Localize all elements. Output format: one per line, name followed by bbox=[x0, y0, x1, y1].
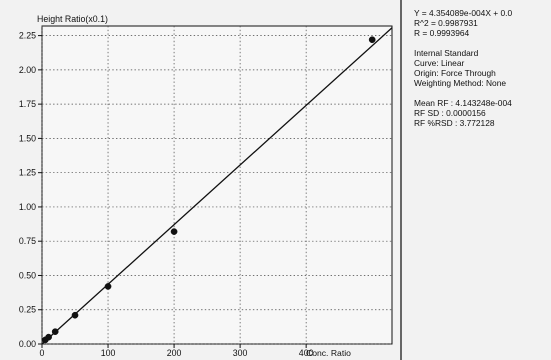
x-tick-label: 400 bbox=[299, 348, 314, 358]
y-tick-label: 2.25 bbox=[19, 31, 36, 41]
data-point bbox=[45, 333, 52, 341]
y-tick-label: 1.50 bbox=[19, 133, 36, 143]
data-point bbox=[368, 36, 376, 44]
y-tick-label: 2.00 bbox=[19, 65, 36, 75]
y-tick-label: 0.25 bbox=[19, 305, 36, 315]
curve-text: Curve: Linear bbox=[414, 58, 465, 68]
y-tick-label: 0.00 bbox=[19, 339, 36, 349]
x-tick-label: 200 bbox=[167, 348, 182, 358]
y-axis-label: Height Ratio(x0.1) bbox=[37, 14, 108, 24]
origin-text: Origin: Force Through bbox=[414, 68, 496, 78]
x-tick-label: 300 bbox=[233, 348, 248, 358]
mean-rf-text: Mean RF : 4.143248e-004 bbox=[414, 98, 512, 108]
data-point bbox=[71, 311, 79, 319]
y-tick-label: 1.25 bbox=[19, 168, 36, 178]
x-tick-label: 0 bbox=[40, 348, 45, 358]
rf-sd-text: RF SD : 0.0000156 bbox=[414, 108, 486, 118]
r-text: R = 0.9993964 bbox=[414, 28, 470, 38]
r2-text: R^2 = 0.9987931 bbox=[414, 18, 478, 28]
x-axis-label: Conc. Ratio bbox=[306, 348, 351, 358]
x-tick-label: 100 bbox=[101, 348, 116, 358]
data-point bbox=[51, 328, 59, 336]
y-tick-label: 1.75 bbox=[19, 99, 36, 109]
right-divider bbox=[400, 0, 402, 360]
y-tick-label: 1.00 bbox=[19, 202, 36, 212]
y-tick-label: 0.50 bbox=[19, 270, 36, 280]
stats-panel: Y = 4.354089e-004X + 0.0 R^2 = 0.9987931… bbox=[414, 8, 551, 128]
fit-line bbox=[41, 27, 393, 345]
panel-gap bbox=[414, 88, 551, 98]
rf-rsd-text: RF %RSD : 3.772128 bbox=[414, 118, 495, 128]
internal-standard-text: Internal Standard bbox=[414, 48, 479, 58]
data-point bbox=[170, 228, 178, 235]
equation-text: Y = 4.354089e-004X + 0.0 bbox=[414, 8, 513, 18]
data-point bbox=[104, 283, 112, 290]
y-tick-label: 0.75 bbox=[19, 236, 36, 246]
weighting-text: Weighting Method: None bbox=[414, 78, 507, 88]
panel-gap bbox=[414, 38, 551, 48]
